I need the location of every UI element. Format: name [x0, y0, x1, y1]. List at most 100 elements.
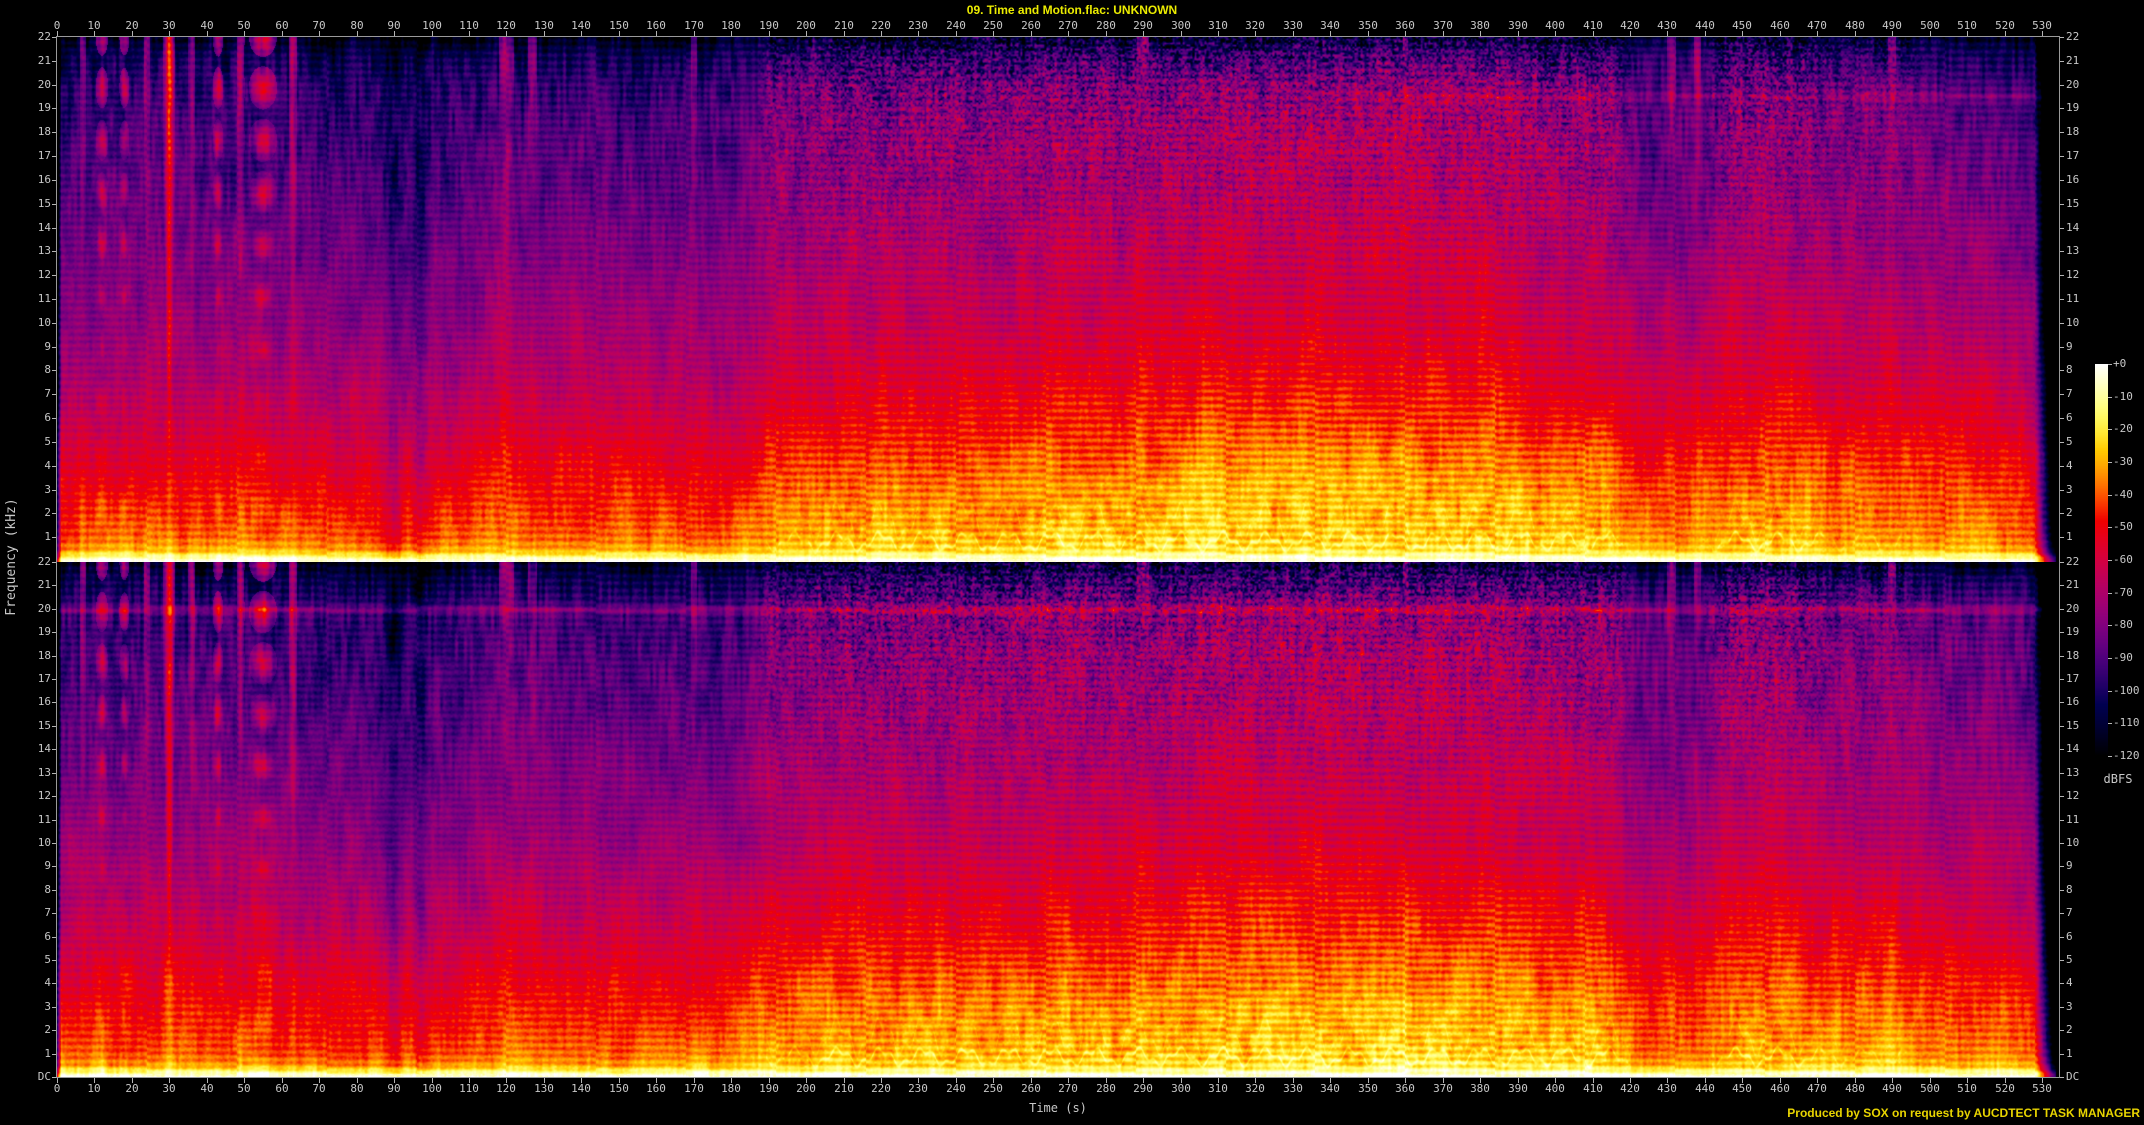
time-tick-label-bottom: 440 [1695, 1082, 1715, 1095]
freq-tick-right [2060, 394, 2064, 395]
time-tick-top [1106, 31, 1107, 36]
freq-tick-label-left: 1 [44, 530, 51, 543]
freq-tick-right [2060, 132, 2064, 133]
time-tick-label-top: 140 [571, 19, 591, 32]
freq-tick-right [2060, 843, 2064, 844]
freq-tick-label-right: 15 [2066, 719, 2080, 732]
freq-tick-left [52, 108, 56, 109]
time-tick-label-bottom: 280 [1096, 1082, 1116, 1095]
freq-tick-label-right: 17 [2066, 672, 2080, 685]
time-tick-top [1817, 31, 1818, 36]
freq-tick-label-left: 19 [37, 101, 51, 114]
time-tick-label-bottom: 230 [908, 1082, 928, 1095]
frequency-axis-label: Frequency (kHz) [4, 498, 19, 616]
time-tick-top [1143, 31, 1144, 36]
freq-tick-right [2060, 820, 2064, 821]
freq-tick-label-right: 10 [2066, 836, 2080, 849]
freq-tick-left [52, 796, 56, 797]
time-tick-label-bottom: 330 [1283, 1082, 1303, 1095]
legend-tick [2108, 462, 2112, 463]
time-tick-top [1031, 31, 1032, 36]
freq-tick-left [52, 37, 56, 38]
time-tick-label-bottom: 480 [1845, 1082, 1865, 1095]
time-tick-label-bottom: 380 [1470, 1082, 1490, 1095]
time-tick-label-bottom: 530 [2032, 1082, 2052, 1095]
time-tick-bottom [806, 1078, 807, 1083]
freq-tick-label-left: 21 [37, 54, 51, 67]
freq-tick-left [52, 490, 56, 491]
freq-tick-label-right: 8 [2066, 883, 2073, 896]
freq-tick-label-left: 15 [37, 719, 51, 732]
freq-tick-left [52, 960, 56, 961]
time-tick-label-bottom: 410 [1583, 1082, 1603, 1095]
time-tick-label-top: 100 [422, 19, 442, 32]
time-tick-bottom [282, 1078, 283, 1083]
time-tick-top [1368, 31, 1369, 36]
legend-tick-label: -40 [2113, 488, 2133, 501]
freq-tick-right [2060, 983, 2064, 984]
freq-tick-right [2060, 773, 2064, 774]
freq-tick-label-right: 19 [2066, 101, 2080, 114]
time-tick-bottom [844, 1078, 845, 1083]
time-tick-label-bottom: 420 [1620, 1082, 1640, 1095]
freq-tick-left [52, 609, 56, 610]
time-tick-label-top: 480 [1845, 19, 1865, 32]
legend-tick-label: -90 [2113, 651, 2133, 664]
time-tick-label-top: 120 [496, 19, 516, 32]
freq-tick-label-right: 13 [2066, 244, 2080, 257]
time-tick-label-top: 370 [1433, 19, 1453, 32]
legend-tick-label: -100 [2113, 684, 2140, 697]
time-tick-label-bottom: 200 [796, 1082, 816, 1095]
time-tick-bottom [1967, 1078, 1968, 1083]
time-tick-bottom [694, 1078, 695, 1083]
freq-tick-label-right: 11 [2066, 813, 2080, 826]
freq-tick-left [52, 726, 56, 727]
time-tick-bottom [506, 1078, 507, 1083]
legend-tick [2108, 560, 2112, 561]
time-tick-top [1967, 31, 1968, 36]
freq-tick-left [52, 85, 56, 86]
spectrogram-left-channel [57, 37, 2059, 562]
time-tick-label-top: 500 [1920, 19, 1940, 32]
time-tick-label-top: 400 [1545, 19, 1565, 32]
time-tick-label-bottom: 260 [1021, 1082, 1041, 1095]
time-tick-label-top: 40 [200, 19, 214, 32]
freq-tick-right [2060, 513, 2064, 514]
freq-tick-label-left: 8 [44, 883, 51, 896]
freq-tick-right [2060, 656, 2064, 657]
freq-tick-left [52, 61, 56, 62]
time-tick-label-top: 160 [646, 19, 666, 32]
time-tick-bottom [57, 1078, 58, 1083]
time-tick-top [806, 31, 807, 36]
freq-tick-label-left: 12 [37, 789, 51, 802]
legend-tick-label: -60 [2113, 553, 2133, 566]
freq-tick-label-right: 18 [2066, 125, 2080, 138]
time-tick-top [656, 31, 657, 36]
time-tick-label-bottom: 270 [1058, 1082, 1078, 1095]
time-tick-label-bottom: 150 [609, 1082, 629, 1095]
time-tick-bottom [2042, 1078, 2043, 1083]
plot-frame-bottom [56, 1077, 2060, 1078]
freq-tick-left [52, 347, 56, 348]
time-tick-top [844, 31, 845, 36]
time-tick-top [1705, 31, 1706, 36]
time-tick-top [132, 31, 133, 36]
freq-tick-label-right: 21 [2066, 578, 2080, 591]
time-axis-label: Time (s) [1029, 1101, 1087, 1115]
freq-tick-left [52, 866, 56, 867]
time-tick-top [1855, 31, 1856, 36]
time-tick-top [581, 31, 582, 36]
time-tick-label-top: 330 [1283, 19, 1303, 32]
time-tick-bottom [1742, 1078, 1743, 1083]
time-tick-bottom [1855, 1078, 1856, 1083]
time-tick-label-top: 50 [237, 19, 251, 32]
time-tick-bottom [881, 1078, 882, 1083]
freq-tick-label-right: 4 [2066, 976, 2073, 989]
time-tick-bottom [1593, 1078, 1594, 1083]
time-tick-top [1593, 31, 1594, 36]
time-tick-label-bottom: 20 [125, 1082, 139, 1095]
freq-tick-left [52, 323, 56, 324]
time-tick-bottom [1068, 1078, 1069, 1083]
freq-tick-label-right: 1 [2066, 530, 2073, 543]
freq-tick-label-left: 17 [37, 672, 51, 685]
